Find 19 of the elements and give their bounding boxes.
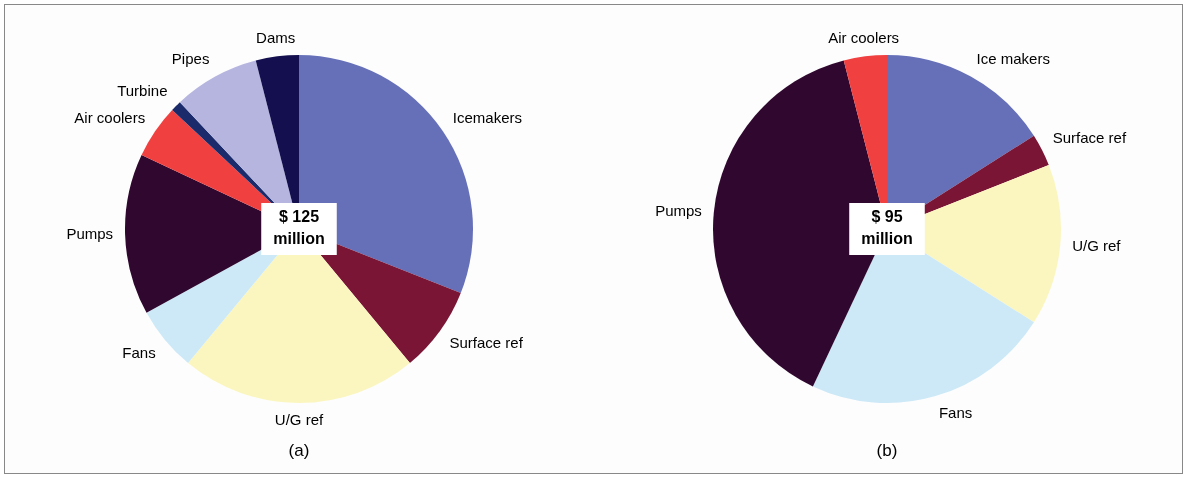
slice-label: Turbine xyxy=(117,81,168,99)
text: $ 95 million xyxy=(861,208,913,248)
slice-label: Surface ref xyxy=(449,334,524,352)
slice-label: Dams xyxy=(256,28,296,46)
text: (b) xyxy=(876,440,898,460)
slice-label: Fans xyxy=(122,343,156,361)
slice-label: Surface ref xyxy=(1052,128,1127,146)
text: (a) xyxy=(288,440,310,460)
slice-label: Pumps xyxy=(655,201,702,219)
slice-label: Pumps xyxy=(66,224,114,242)
slice-label: Air coolers xyxy=(74,108,146,126)
slice-label: Air coolers xyxy=(828,28,900,46)
text: $ 125 million xyxy=(273,208,325,248)
slice-label: Pipes xyxy=(171,50,210,68)
slice-label: Fans xyxy=(938,403,973,421)
slice-label: Ice makers xyxy=(976,50,1050,68)
slice-label: Icemakers xyxy=(452,108,523,126)
slice-label: U/G ref xyxy=(274,411,324,429)
slice-label: U/G ref xyxy=(1072,236,1122,254)
